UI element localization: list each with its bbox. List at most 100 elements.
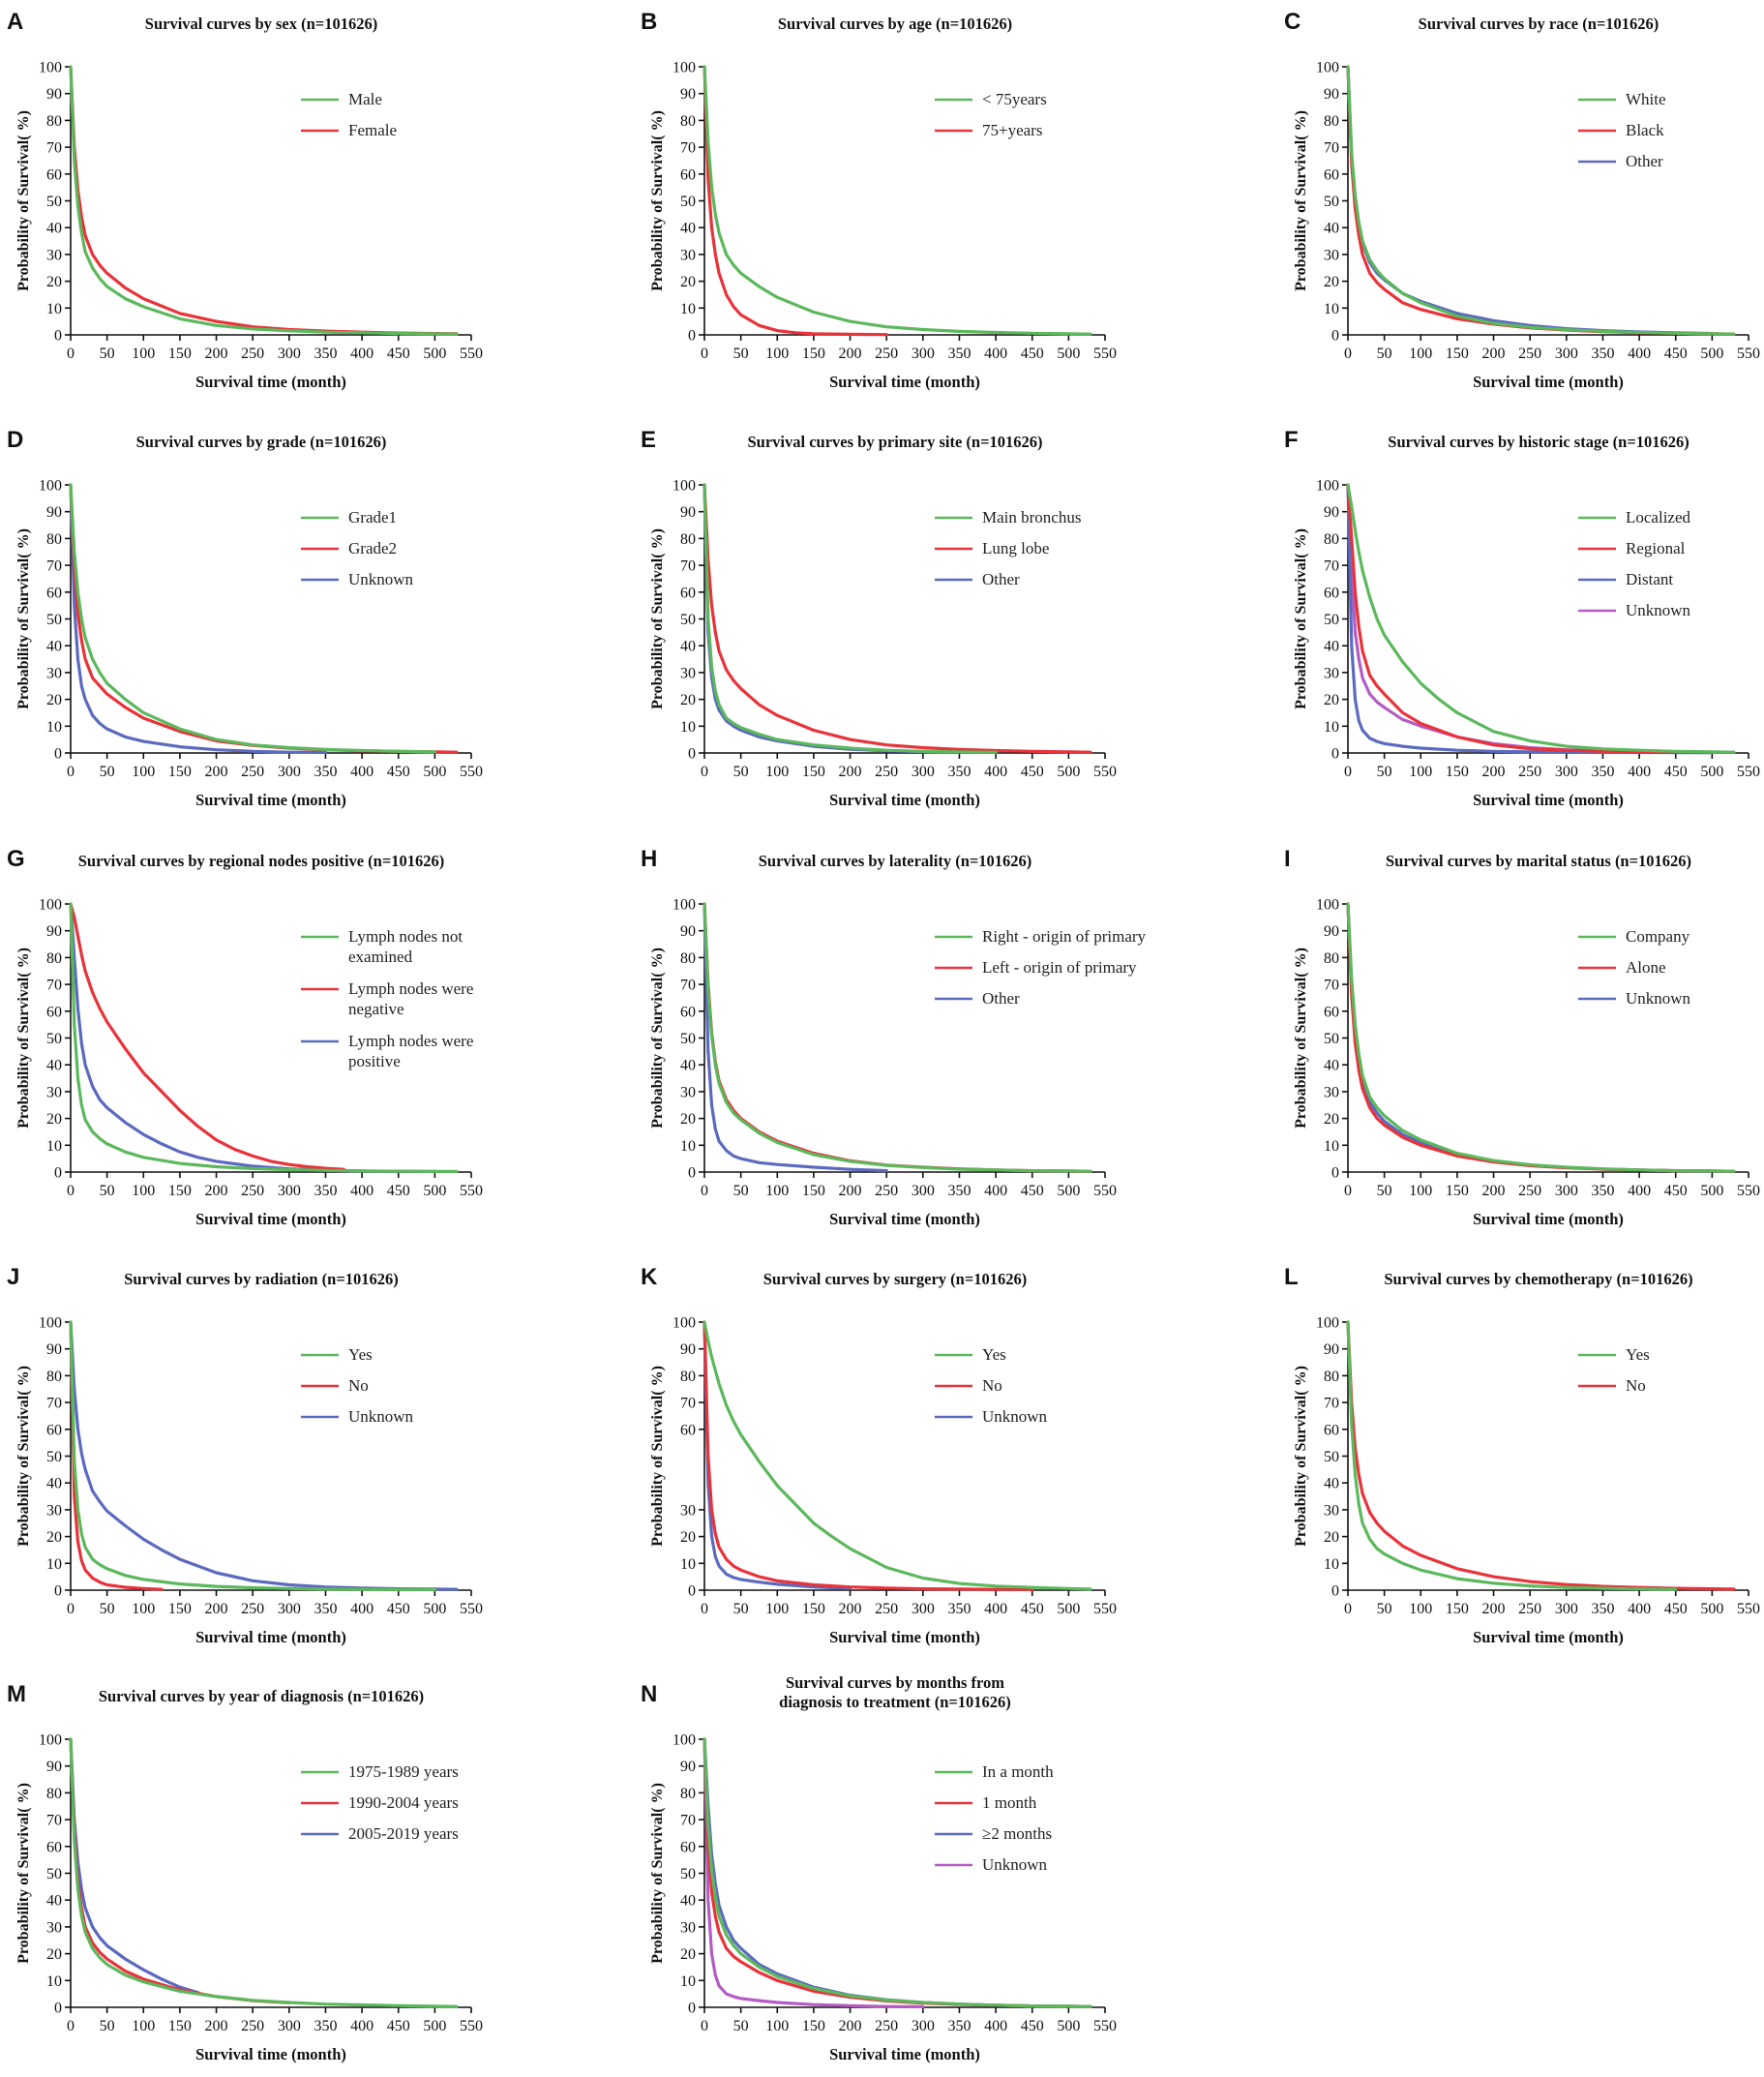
chart-title: Survival curves by age (n=101626)	[778, 15, 1012, 33]
chart-title: Survival curves by marital status (n=101…	[1386, 852, 1691, 870]
legend-label: Unknown	[982, 1855, 1048, 1874]
x-tick-label: 450	[1021, 2018, 1044, 2034]
series-line-company	[1346, 902, 1736, 1173]
y-tick-label: 100	[39, 60, 62, 76]
y-tick-label: 80	[1324, 1369, 1339, 1385]
panel-letter: K	[641, 1264, 658, 1290]
y-tick-label: 20	[46, 1946, 62, 1963]
series-line-1990-2004-years	[69, 1737, 291, 2004]
x-tick-label: 200	[1482, 1183, 1506, 1199]
y-tick-label: 0	[1331, 746, 1339, 763]
y-tick-label: 60	[1324, 1422, 1339, 1438]
y-axis-label: Probability of Survival( %)	[15, 110, 32, 291]
panel-letter: B	[641, 9, 657, 35]
x-tick-label: 100	[765, 1183, 789, 1199]
y-tick-label: 20	[46, 1111, 62, 1128]
x-tick-label: 500	[1057, 1601, 1080, 1617]
y-tick-label: 40	[680, 639, 696, 655]
y-axis-label: Probability of Survival( %)	[649, 948, 666, 1129]
y-tick-label: 50	[680, 194, 696, 210]
x-tick-label: 550	[460, 2018, 483, 2034]
x-tick-label: 300	[912, 346, 935, 362]
legend-label: < 75years	[982, 90, 1047, 108]
y-tick-label: 20	[1324, 1529, 1339, 1546]
y-tick-label: 10	[46, 301, 62, 317]
x-tick-label: 300	[912, 2018, 935, 2034]
y-tick-label: 30	[680, 1502, 696, 1519]
x-tick-label: 350	[314, 1601, 337, 1617]
y-tick-label: 70	[1324, 1396, 1339, 1412]
x-axis-label: Survival time (month)	[1473, 373, 1624, 391]
x-axis-label: Survival time (month)	[829, 2045, 980, 2063]
series-line-no	[703, 1320, 1034, 1591]
panel-letter: C	[1284, 9, 1301, 35]
y-tick-label: 10	[1324, 301, 1339, 317]
x-tick-label: 150	[802, 1183, 825, 1199]
x-tick-label: 550	[1093, 764, 1117, 780]
x-tick-label: 100	[132, 1183, 155, 1199]
y-tick-label: 60	[46, 585, 62, 601]
y-tick-label: 50	[1324, 612, 1339, 628]
chart-title: diagnosis to treatment (n=101626)	[779, 1693, 1011, 1711]
x-axis-label: Survival time (month)	[829, 373, 980, 391]
x-tick-label: 200	[839, 1183, 862, 1199]
series-line-right-origin-of-primary	[703, 902, 1092, 1173]
x-tick-label: 100	[132, 2018, 155, 2034]
x-tick-label: 350	[947, 1183, 971, 1199]
y-tick-label: 70	[46, 1396, 62, 1412]
panel-h: H Survival curves by laterality (n=101626…	[641, 846, 1147, 1228]
y-tick-label: 60	[46, 1422, 62, 1438]
y-tick-label: 0	[688, 746, 696, 763]
y-tick-label: 60	[680, 585, 696, 601]
y-tick-label: 60	[680, 1004, 696, 1020]
x-tick-label: 550	[1737, 346, 1760, 362]
x-tick-label: 0	[701, 2018, 708, 2034]
panel-letter: E	[641, 427, 656, 453]
x-tick-label: 200	[205, 764, 228, 780]
x-tick-label: 150	[1446, 764, 1469, 780]
y-tick-label: 40	[1324, 1058, 1339, 1074]
x-tick-label: 250	[241, 2018, 264, 2034]
y-tick-label: 0	[688, 2001, 696, 2017]
x-tick-label: 200	[839, 764, 862, 780]
panel-l: L Survival curves by chemotherapy (n=1016…	[1284, 1264, 1760, 1646]
y-tick-label: 0	[54, 328, 62, 345]
y-tick-label: 50	[46, 612, 62, 628]
series-line-yes	[69, 1320, 436, 1591]
x-tick-label: 550	[1737, 1183, 1760, 1199]
x-tick-label: 550	[460, 764, 483, 780]
y-tick-label: 0	[688, 328, 696, 345]
series-line-grade2	[69, 483, 459, 754]
x-tick-label: 350	[314, 2018, 337, 2034]
x-tick-label: 150	[802, 764, 825, 780]
y-tick-label: 80	[680, 113, 696, 130]
x-tick-label: 300	[278, 346, 301, 362]
panel-j: J Survival curves by radiation (n=101626)…	[7, 1264, 483, 1646]
y-tick-label: 0	[54, 2001, 62, 2017]
x-tick-label: 100	[765, 346, 789, 362]
y-tick-label: 80	[680, 1369, 696, 1385]
y-tick-label: 40	[1324, 639, 1339, 655]
x-tick-label: 450	[387, 2018, 410, 2034]
x-tick-label: 550	[1737, 764, 1760, 780]
legend-label: Main bronchus	[982, 508, 1081, 527]
x-tick-label: 300	[1555, 1183, 1578, 1199]
y-tick-label: 90	[1324, 1341, 1339, 1358]
x-tick-label: 100	[1409, 1183, 1432, 1199]
x-tick-label: 0	[1344, 1183, 1352, 1199]
x-tick-label: 200	[839, 1601, 862, 1617]
y-axis-label: Probability of Survival( %)	[15, 948, 32, 1129]
x-tick-label: 300	[1555, 1601, 1578, 1617]
y-tick-label: 100	[673, 1315, 696, 1332]
x-tick-label: 150	[168, 764, 192, 780]
legend-label: Regional	[1626, 539, 1686, 557]
x-tick-label: 200	[205, 2018, 228, 2034]
y-tick-label: 80	[680, 531, 696, 548]
series-line-grade1	[69, 483, 436, 754]
legend-label: Grade1	[348, 508, 397, 527]
x-tick-label: 100	[132, 764, 155, 780]
y-tick-label: 50	[46, 1866, 62, 1882]
x-tick-label: 200	[839, 346, 862, 362]
x-tick-label: 250	[1518, 764, 1541, 780]
x-tick-label: 150	[168, 346, 192, 362]
